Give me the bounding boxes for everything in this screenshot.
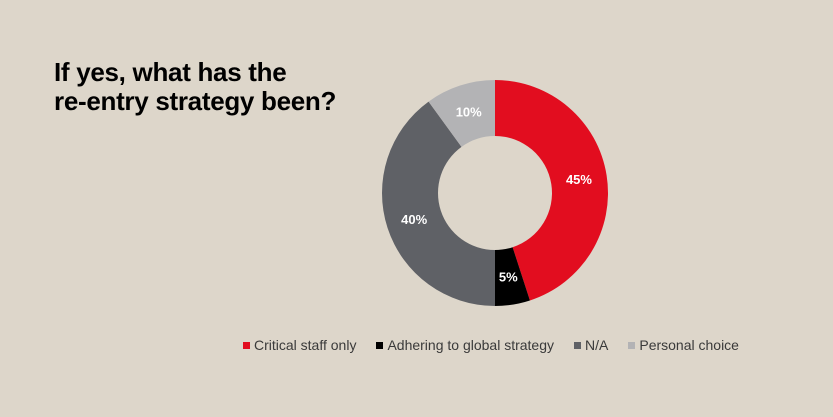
chart-title-line-1: If yes, what has the — [54, 57, 287, 87]
data-label-na: 40% — [401, 212, 427, 227]
data-label-global-strategy: 5% — [499, 269, 518, 284]
legend-item-global-strategy: Adhering to global strategy — [376, 337, 554, 353]
slice-global-strategy — [495, 247, 530, 306]
legend-item-personal-choice: Personal choice — [628, 337, 739, 353]
chart-legend: Critical staff only Adhering to global s… — [243, 337, 739, 353]
legend-label-personal-choice: Personal choice — [639, 337, 739, 353]
legend-swatch-personal-choice — [628, 341, 636, 349]
legend-swatch-critical-staff — [243, 341, 250, 349]
data-label-personal-choice: 10% — [456, 105, 482, 120]
data-label-critical-staff: 45% — [566, 172, 592, 187]
legend-swatch-global-strategy — [376, 341, 384, 349]
legend-label-critical-staff: Critical staff only — [254, 337, 357, 353]
chart-title-line-2: re-entry strategy been? — [54, 86, 337, 116]
slice-na — [382, 101, 495, 306]
legend-swatch-na — [574, 341, 582, 349]
legend-item-critical-staff: Critical staff only — [243, 337, 356, 353]
legend-label-na: N/A — [585, 337, 609, 353]
slice-critical-staff — [495, 80, 608, 301]
chart-title: If yes, what has the re-entry strategy b… — [54, 58, 394, 116]
legend-label-global-strategy: Adhering to global strategy — [387, 337, 555, 353]
slice-personal-choice — [428, 80, 495, 147]
legend-item-na: N/A — [574, 337, 608, 353]
